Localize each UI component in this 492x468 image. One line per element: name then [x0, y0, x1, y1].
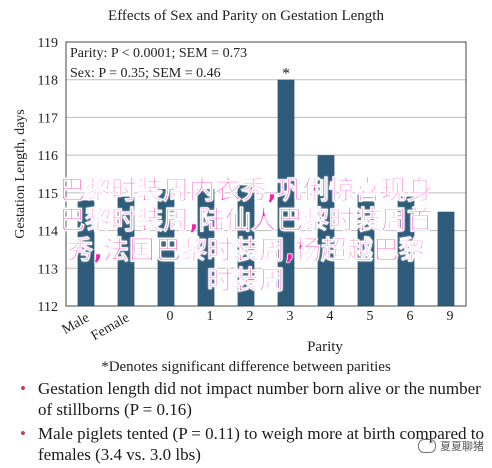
bar-2 — [237, 185, 255, 306]
x-tick-label: 2 — [247, 309, 254, 324]
bar-6 — [397, 196, 415, 306]
bar-1 — [197, 189, 215, 306]
watermark: 夏夏聊猪 — [418, 438, 484, 454]
x-tick-label: 6 — [407, 309, 414, 324]
x-tick-label: 0 — [167, 309, 174, 324]
y-tick-label: 113 — [38, 262, 58, 277]
y-tick-labels: 112 113 114 115 116 117 118 119 — [38, 36, 58, 315]
x-tick-label: 5 — [367, 309, 374, 324]
x-tick-label: Male — [60, 310, 92, 337]
bar-3 — [277, 79, 295, 306]
parity-stat-annotation: Parity: P < 0.0001; SEM = 0.73 — [70, 46, 247, 61]
bar-female — [117, 196, 135, 306]
x-tick-label: 1 — [207, 309, 214, 324]
bullet-list: Gestation length did not impact number b… — [16, 378, 486, 468]
significance-star: * — [282, 66, 290, 83]
bar-chart: Effects of Sex and Parity on Gestation L… — [13, 8, 467, 375]
x-tick-label: 4 — [327, 309, 334, 324]
y-tick-label: 119 — [38, 36, 58, 51]
x-tick-label: Female — [89, 310, 132, 344]
sex-stat-annotation: Sex: P = 0.35; SEM = 0.46 — [70, 66, 221, 81]
bar-male — [77, 200, 95, 306]
bullet-item: Male piglets tented (P = 0.11) to weigh … — [16, 423, 486, 465]
bar-0 — [157, 189, 175, 306]
y-tick-label: 117 — [38, 111, 58, 126]
watermark-text: 夏夏聊猪 — [440, 440, 484, 453]
y-axis-label: Gestation Length, days — [13, 109, 28, 238]
wechat-icon — [418, 439, 436, 453]
bar-9 — [437, 211, 455, 306]
y-tick-label: 112 — [38, 300, 58, 315]
plot-frame — [65, 41, 467, 307]
bar-4 — [317, 155, 335, 306]
y-tick-label: 115 — [38, 187, 58, 202]
y-tick-label: 114 — [38, 225, 58, 240]
x-tick-label: 9 — [447, 309, 454, 324]
bar-5 — [357, 192, 375, 306]
x-axis-label: Parity — [307, 339, 343, 355]
bars — [77, 79, 455, 306]
y-tick-label: 116 — [38, 149, 58, 164]
footnote: *Denotes significant difference between … — [101, 359, 391, 375]
x-tick-label: 3 — [287, 309, 294, 324]
chart-title: Effects of Sex and Parity on Gestation L… — [108, 8, 384, 24]
y-tick-label: 118 — [38, 74, 58, 89]
bullet-item: Gestation length did not impact number b… — [16, 378, 486, 420]
